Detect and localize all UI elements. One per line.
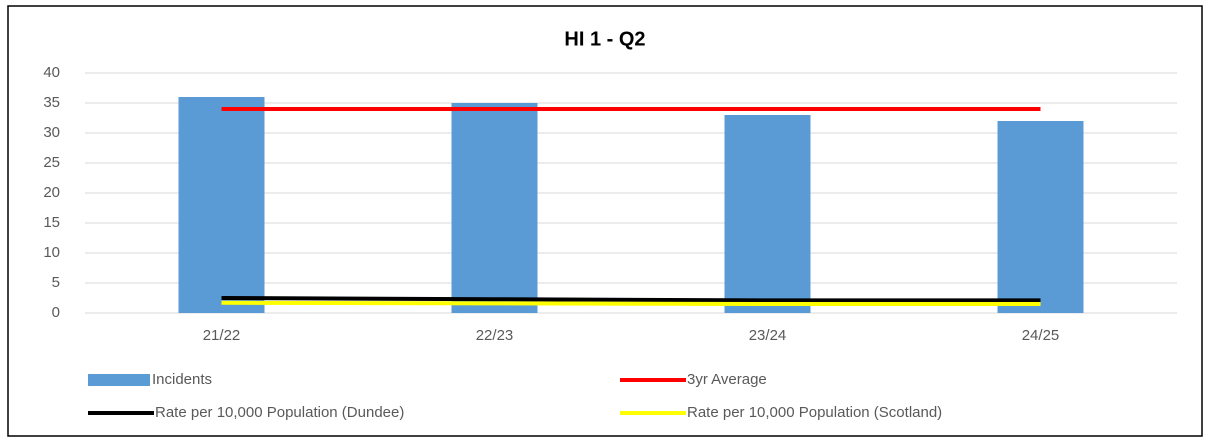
y-tick-label: 25 [43,154,60,171]
x-tick-label: 24/25 [1022,327,1060,344]
x-tick-label: 23/24 [749,327,787,344]
legend-label: Rate per 10,000 Population (Dundee) [155,404,404,421]
chart-title: HI 1 - Q2 [564,28,645,50]
y-tick-label: 0 [52,304,60,321]
y-tick-label: 35 [43,94,60,111]
x-tick-label: 21/22 [203,327,241,344]
y-tick-label: 20 [43,184,60,201]
legend-label: 3yr Average [687,371,767,388]
x-tick-label: 22/23 [476,327,514,344]
bar [997,121,1084,313]
line [221,296,1041,303]
legend-label: Incidents [152,371,212,388]
y-tick-label: 10 [43,244,60,261]
y-tick-label: 15 [43,214,60,231]
bar [451,103,538,313]
line [221,300,1041,306]
legend-label: Rate per 10,000 Population (Scotland) [687,404,942,421]
y-tick-label: 5 [52,274,60,291]
bar [178,97,265,313]
y-tick-label: 40 [43,64,60,81]
bar [724,115,811,313]
legend-swatch [88,374,150,386]
y-tick-label: 30 [43,124,60,141]
